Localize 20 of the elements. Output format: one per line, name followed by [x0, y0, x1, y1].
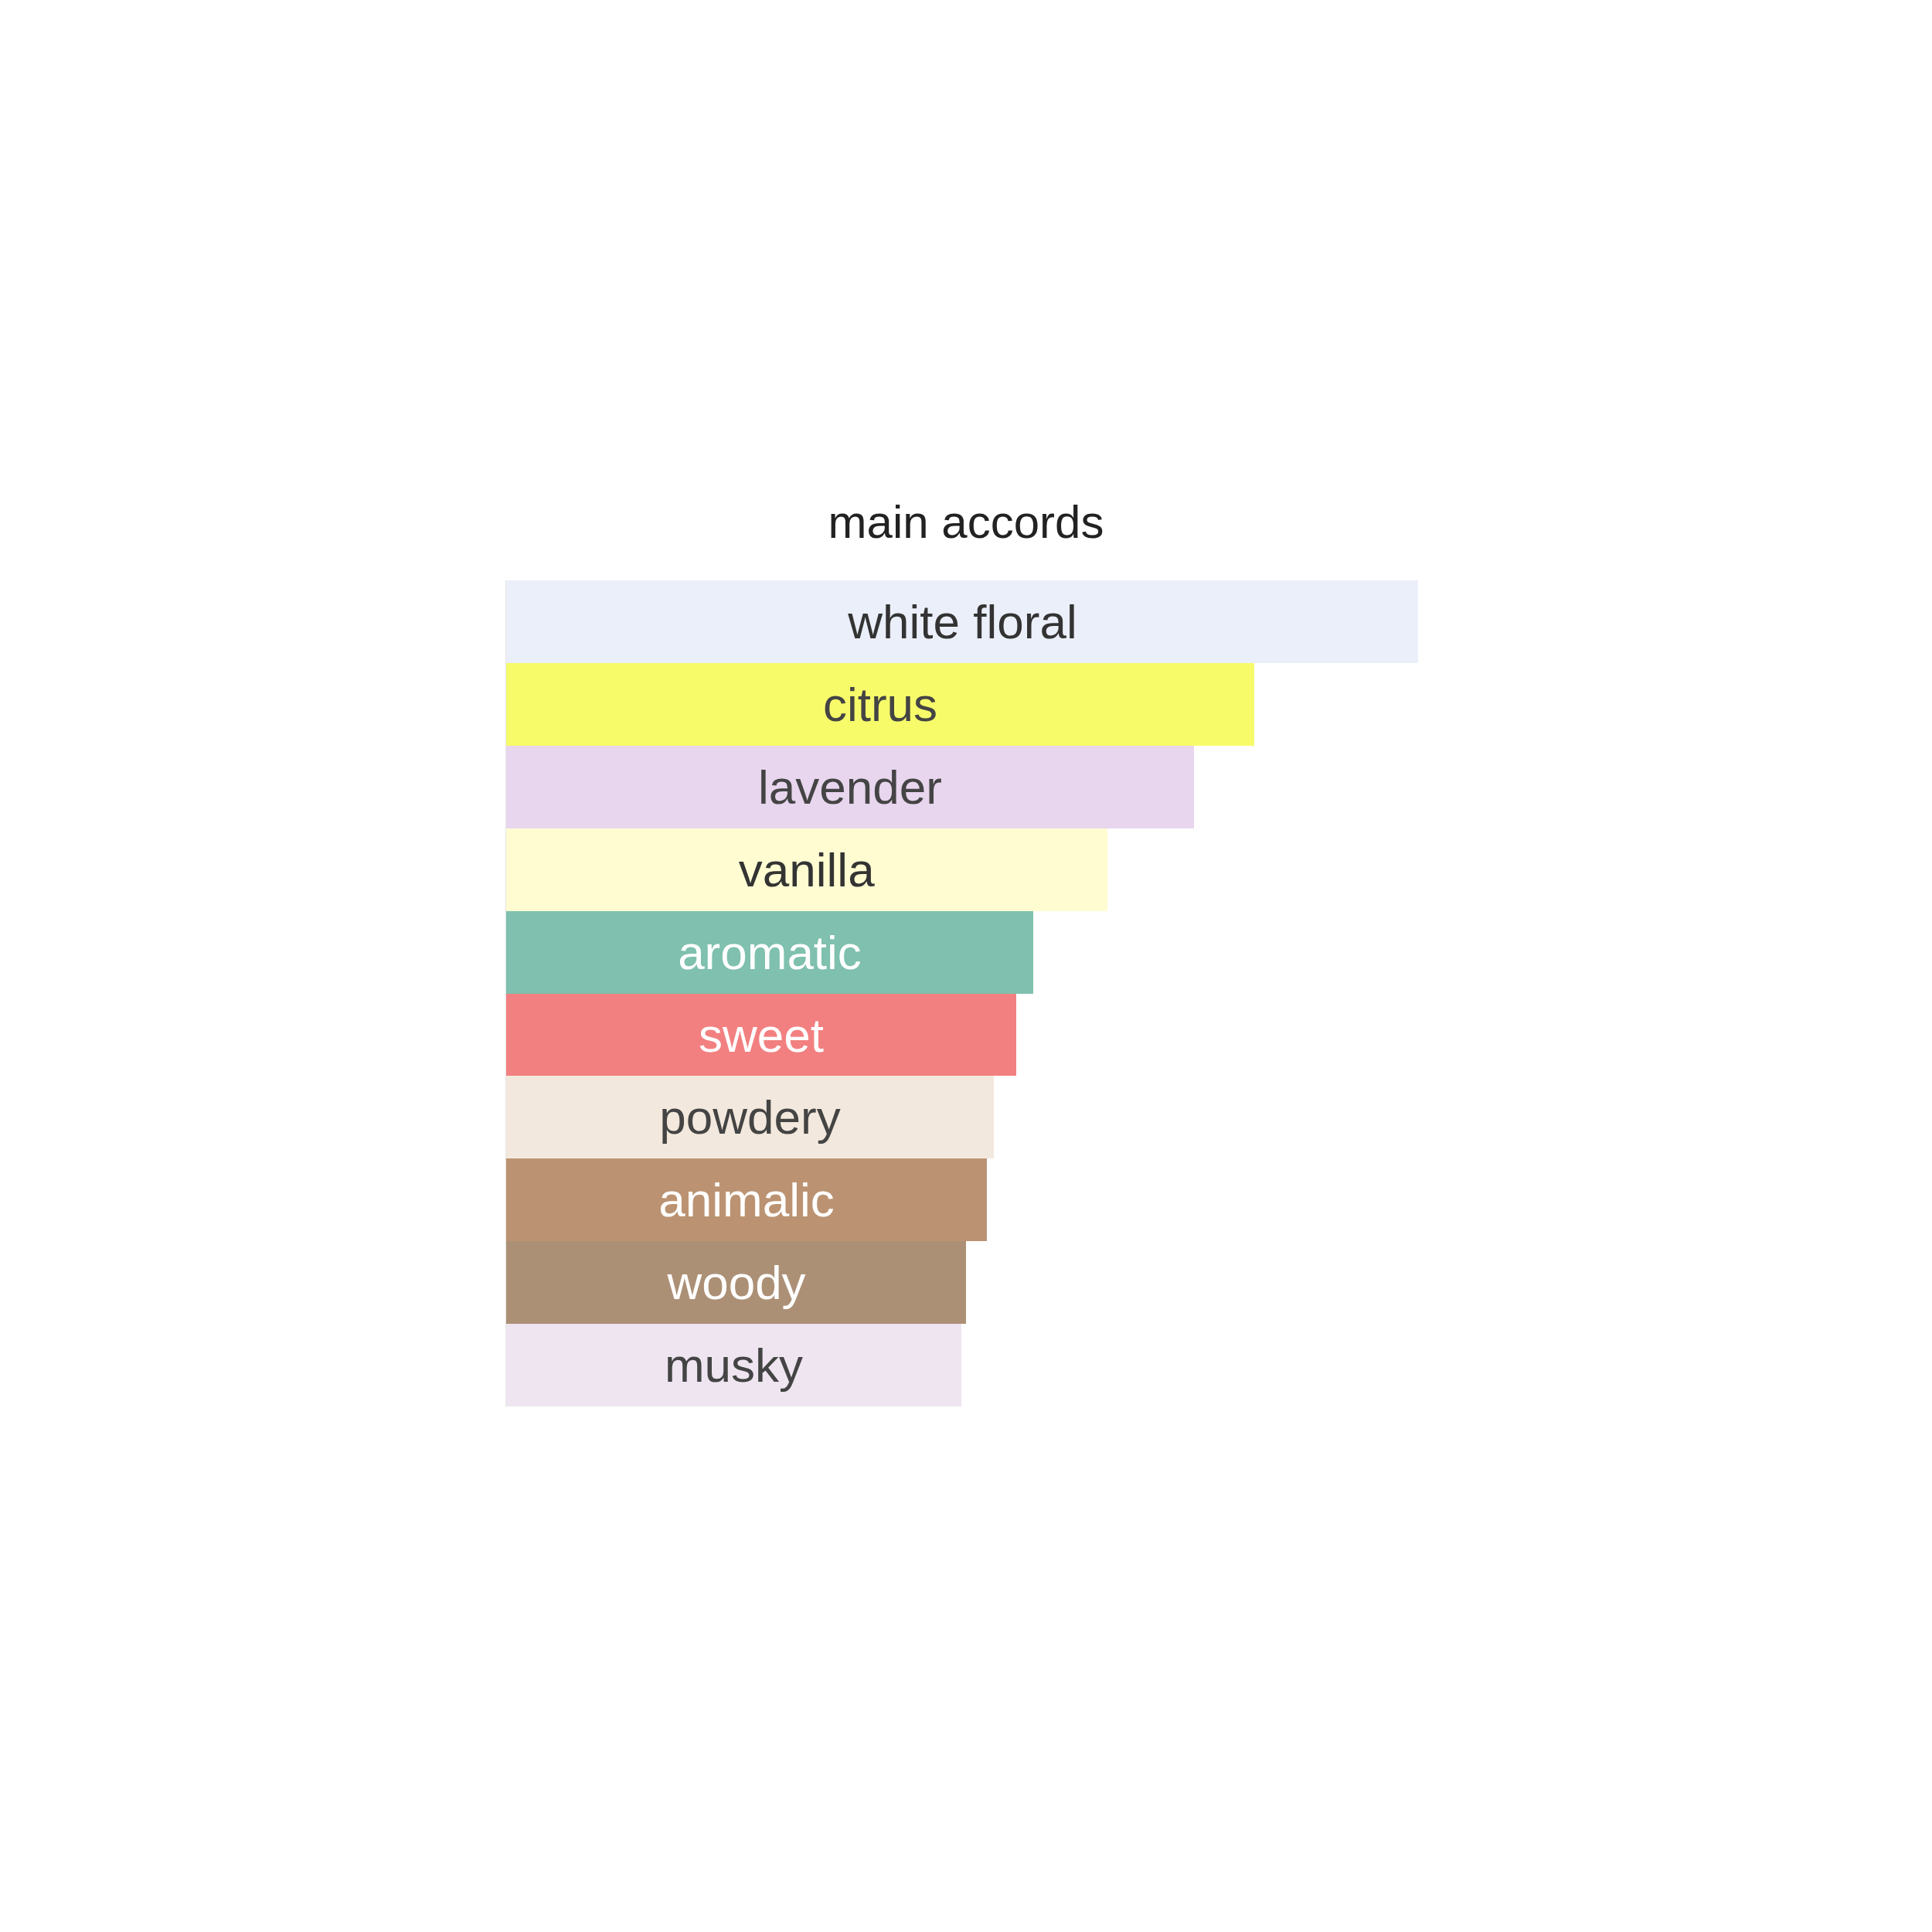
y-tick-label: powdery: [659, 1090, 841, 1144]
y-tick-label: white floral: [847, 595, 1077, 648]
y-tick-label: aromatic: [678, 926, 862, 979]
bar: [506, 1241, 966, 1324]
bar: [506, 994, 1016, 1076]
bar: [506, 580, 1418, 663]
bar: [506, 1158, 987, 1241]
y-tick-label: musky: [664, 1338, 804, 1392]
chart-title: main accords: [828, 496, 1104, 548]
y-tick-label: vanilla: [738, 843, 876, 896]
y-tick-label: lavender: [758, 760, 942, 814]
y-tick-label: animalic: [658, 1173, 835, 1226]
bar: [506, 1076, 994, 1158]
bar: [506, 828, 1107, 911]
bar: [506, 746, 1194, 828]
bar: [506, 911, 1033, 994]
y-tick-label: woody: [666, 1256, 806, 1309]
y-tick-label: citrus: [822, 678, 938, 731]
bar: [506, 663, 1254, 746]
y-tick-label: sweet: [699, 1008, 824, 1062]
